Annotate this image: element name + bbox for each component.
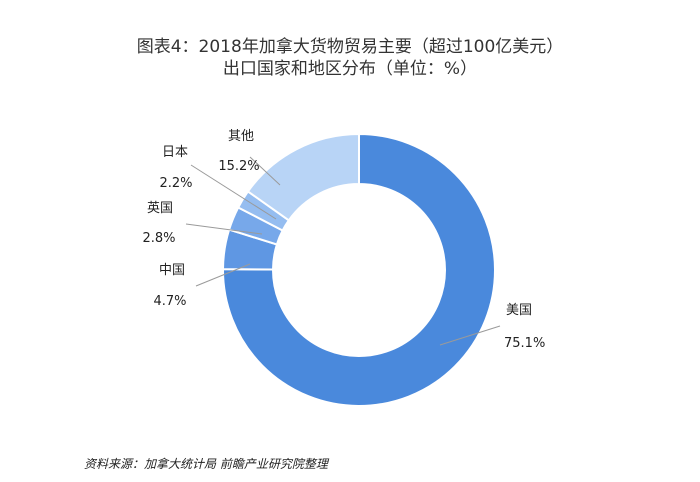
leader-line-1 [439,325,501,346]
slice-name-label: 日本 [162,145,188,160]
slice-value-label: 4.7% [153,294,186,309]
slice-name-label: 其他 [228,129,254,144]
slice-value-label: 75.1% [504,336,545,351]
donut-slices [221,132,496,407]
slice-name-label: 美国 [506,303,532,318]
slice-5 [246,132,360,222]
source-note: 资料来源：加拿大统计局 前瞻产业研究院整理 [84,457,328,471]
leader-lines [185,156,501,346]
slice-1 [222,132,496,407]
chart-title-line1: 图表4：2018年加拿大货物贸易主要（超过100亿美元） [136,37,564,57]
leader-line-5 [249,156,281,186]
leader-line-2 [195,263,251,287]
slice-value-label: 15.2% [218,159,259,174]
chart-title-line2: 出口国家和地区分布（单位：%） [222,59,478,79]
slice-value-label: 2.8% [142,231,175,246]
chart-title: 图表4：2018年加拿大货物贸易主要（超过100亿美元） 出口国家和地区分布（单… [0,36,700,80]
leader-line-4 [190,164,277,220]
slice-name-label: 英国 [147,201,173,216]
slice-value-label: 2.2% [159,176,192,191]
slice-labels: 美国 75.1% 中国 4.7% 英国 2.8% 日本 2.2% 其他 15.2% [142,129,545,351]
leader-line-3 [185,223,263,235]
slice-name-label: 中国 [159,263,185,278]
